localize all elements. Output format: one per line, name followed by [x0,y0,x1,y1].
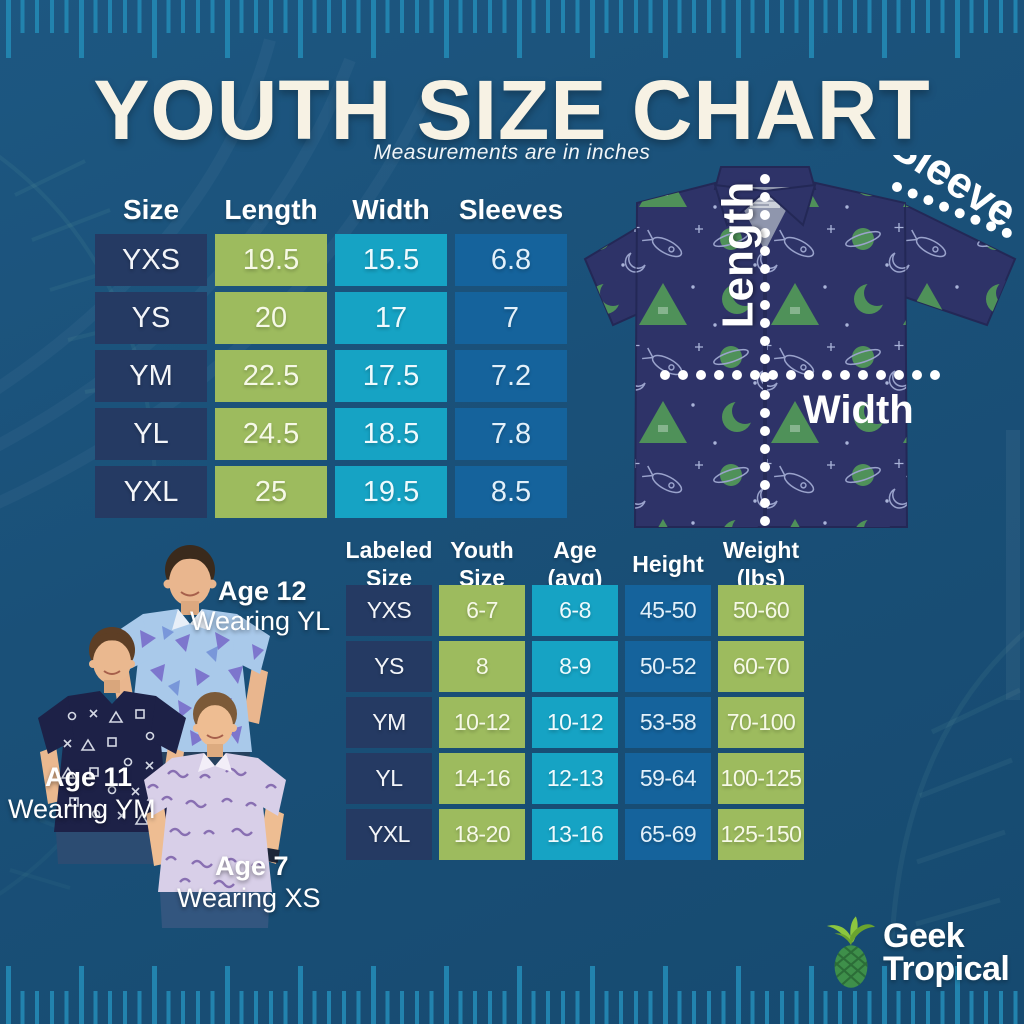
size-cell: YL [95,408,207,460]
height-cell: 45-50 [625,585,711,636]
labeled-size-cell: YS [346,641,432,692]
height-cell: 59-64 [625,753,711,804]
length-cell: 20 [215,292,327,344]
length-cell: 19.5 [215,234,327,286]
model-wearing-label: Wearing YL [190,606,331,636]
sleeve-cell: 6.8 [455,234,567,286]
youth-size-cell: 10-12 [439,697,525,748]
column-header-size: Size [122,194,180,225]
sleeve-dotted-line [892,182,1012,238]
width-label: Width [803,388,914,432]
age-cell: 13-16 [532,809,618,860]
column-header-height: Height [632,551,704,578]
model-wearing-label: Wearing XS [177,883,321,913]
labeled-size-cell: YXS [346,585,432,636]
size-cell: YXS [95,234,207,286]
width-cell: 17 [335,292,447,344]
weight-cell: 50-60 [718,585,804,636]
youth-size-cell: 8 [439,641,525,692]
height-cell: 53-58 [625,697,711,748]
column-header-sleeves: Sleeves [458,194,564,225]
model-age-label: Age 12 [218,576,307,606]
fit-guide-table: Labeled Size Youth Size Age (avg) Height… [346,529,804,860]
column-header-width: Width [352,194,430,225]
weight-cell: 100-125 [718,753,804,804]
page-title: YOUTH SIZE CHART [93,63,931,157]
age-cell: 6-8 [532,585,618,636]
model-wearing-label: Wearing YM [8,794,156,824]
model-photos-illustration [38,545,286,928]
width-cell: 18.5 [335,408,447,460]
model-photo-age-7 [144,692,286,928]
length-label: Length [714,182,763,329]
collar-flap-right [762,183,817,227]
age-cell: 8-9 [532,641,618,692]
youth-size-cell: 14-16 [439,753,525,804]
length-cell: 22.5 [215,350,327,402]
size-cell: YS [95,292,207,344]
palm-frond-right [889,629,1024,941]
shirt-measurement-diagram: Length Width Sleeve [575,120,1024,535]
column-header-length: Length [224,194,318,225]
brand-name: Geek Tropical [883,917,1010,989]
height-cell: 65-69 [625,809,711,860]
brand-word-2: Tropical [883,950,1010,989]
sleeve-cell: 7.2 [455,350,567,402]
sleeve-cell: 7 [455,292,567,344]
pineapple-icon [826,916,876,988]
shirt-illustration: Length Width Sleeve [584,120,1024,528]
weight-cell: 60-70 [718,641,804,692]
width-cell: 19.5 [335,466,447,518]
age-cell: 10-12 [532,697,618,748]
size-measurement-table: Size Length Width Sleeves YXS 19.5 15.5 … [95,176,567,518]
weight-cell: 70-100 [718,697,804,748]
model-age-label: Age 11 [45,762,133,792]
weight-cell: 125-150 [718,809,804,860]
youth-size-cell: 18-20 [439,809,525,860]
collar-flap-left [713,183,768,227]
brand-word-1: Geek [883,917,965,955]
page-subtitle: Measurements are in inches [373,141,651,164]
sleeve-cell: 8.5 [455,466,567,518]
size-cell: YXL [95,466,207,518]
youth-size-cell: 6-7 [439,585,525,636]
model-age-label: Age 7 [215,851,289,881]
sleeve-cell: 7.8 [455,408,567,460]
height-cell: 50-52 [625,641,711,692]
brand-logo: Geek Tropical [824,914,1010,992]
measurement-lines [660,174,1012,528]
width-cell: 17.5 [335,350,447,402]
shirt-shape [584,166,1016,528]
length-cell: 25 [215,466,327,518]
labeled-size-cell: YXL [346,809,432,860]
labeled-size-cell: YL [346,753,432,804]
width-cell: 15.5 [335,234,447,286]
labeled-size-cell: YM [346,697,432,748]
age-cell: 12-13 [532,753,618,804]
length-cell: 24.5 [215,408,327,460]
size-cell: YM [95,350,207,402]
model-photos: Age 12 Wearing YL Age 11 Wearing YM Age … [0,540,340,940]
